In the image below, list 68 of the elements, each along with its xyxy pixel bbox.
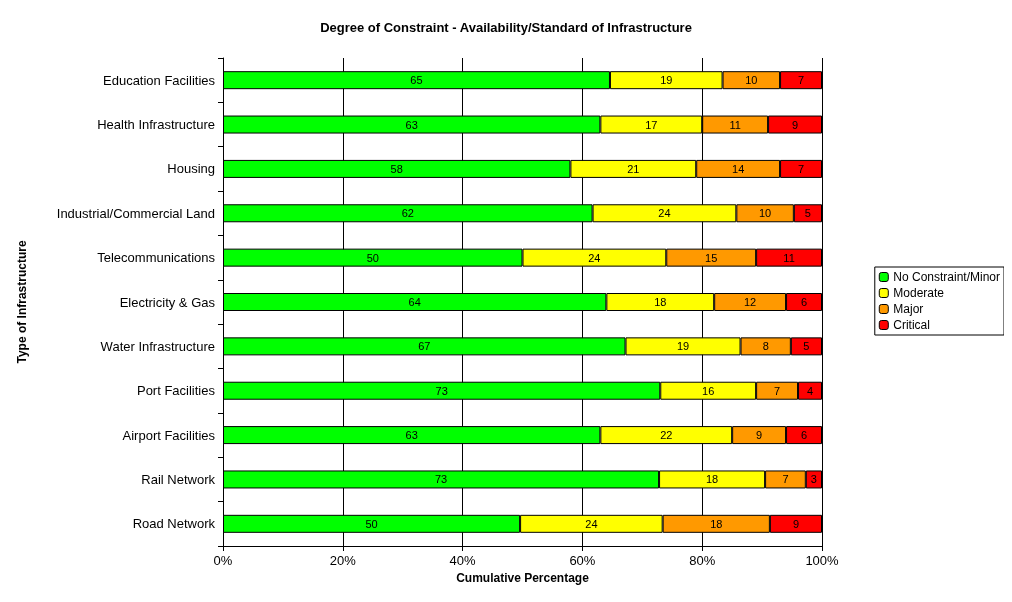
legend-label: No Constraint/Minor — [893, 270, 1001, 284]
data-label: 10 — [745, 74, 758, 87]
data-label: 7 — [797, 74, 805, 87]
data-label: 5 — [804, 207, 811, 220]
x-tick-label: 40% — [449, 553, 477, 568]
data-label: 67 — [418, 340, 431, 353]
data-label: 9 — [792, 517, 800, 530]
y-tick-label: Industrial/Commercial Land — [56, 205, 215, 221]
x-tick-label: 80% — [689, 553, 716, 568]
data-label: 50 — [365, 517, 378, 530]
data-label: 3 — [810, 473, 817, 486]
data-label: 6 — [800, 296, 808, 308]
x-tick-label: 20% — [329, 553, 357, 568]
x-tick-label: 60% — [569, 553, 596, 568]
data-label: 7 — [782, 473, 789, 486]
data-label: 17 — [645, 118, 658, 131]
data-label: 18 — [710, 517, 723, 530]
y-tick-label: Housing — [167, 161, 215, 177]
y-tick-label: Water Infrastructure — [100, 338, 215, 354]
legend-label: Major — [893, 302, 924, 316]
data-label: 64 — [408, 296, 421, 308]
data-label: 65 — [410, 74, 423, 87]
chart-title: Degree of Constraint - Availability/Standard of Infrastructure — [320, 20, 692, 35]
data-label: 7 — [797, 162, 805, 175]
y-tick-label: Education Facilities — [103, 72, 216, 88]
data-label: 63 — [405, 118, 418, 131]
data-label: 18 — [654, 296, 667, 308]
y-tick-label: Telecommunications — [97, 250, 216, 266]
y-tick-label: Road Network — [132, 516, 216, 532]
data-label: 18 — [705, 473, 719, 486]
data-label: 7 — [774, 384, 781, 397]
y-axis-title: Type of Infrastructure — [15, 240, 29, 364]
data-label: 11 — [729, 118, 741, 131]
data-label: 16 — [702, 384, 715, 397]
data-label: 9 — [756, 429, 763, 442]
data-label: 21 — [627, 162, 640, 175]
data-label: 63 — [405, 429, 418, 442]
data-label: 58 — [390, 162, 403, 175]
y-tick-label: Port Facilities — [136, 383, 216, 399]
data-label: 8 — [762, 340, 769, 353]
legend-label: Critical — [893, 318, 930, 332]
y-tick-label: Airport Facilities — [122, 427, 216, 443]
y-tick-label: Electricity & Gas — [119, 294, 216, 310]
data-label: 24 — [658, 207, 671, 220]
legend-label: Moderate — [893, 286, 945, 300]
y-tick-label: Health Infrastructure — [97, 117, 215, 133]
data-label: 19 — [660, 74, 673, 87]
data-label: 14 — [732, 162, 745, 175]
x-axis-title: Cumulative Percentage — [456, 570, 590, 585]
data-label: 73 — [434, 473, 448, 486]
data-label: 4 — [806, 384, 814, 397]
data-label: 9 — [791, 118, 799, 131]
x-tick-label: 0% — [213, 553, 233, 568]
data-label: 62 — [401, 207, 414, 220]
data-label: 15 — [705, 251, 718, 264]
data-label: 5 — [803, 340, 810, 353]
data-label: 24 — [585, 517, 598, 530]
data-label: 10 — [758, 207, 772, 220]
x-tick-label: 100% — [805, 553, 840, 568]
data-label: 24 — [588, 251, 601, 264]
data-label: 73 — [435, 384, 448, 397]
data-label: 12 — [743, 296, 757, 308]
data-label: 22 — [660, 429, 673, 442]
data-label: 19 — [676, 340, 690, 353]
data-label: 6 — [800, 429, 808, 442]
data-label: 11 — [783, 251, 795, 264]
y-tick-label: Rail Network — [141, 471, 216, 487]
data-label: 50 — [366, 251, 379, 264]
